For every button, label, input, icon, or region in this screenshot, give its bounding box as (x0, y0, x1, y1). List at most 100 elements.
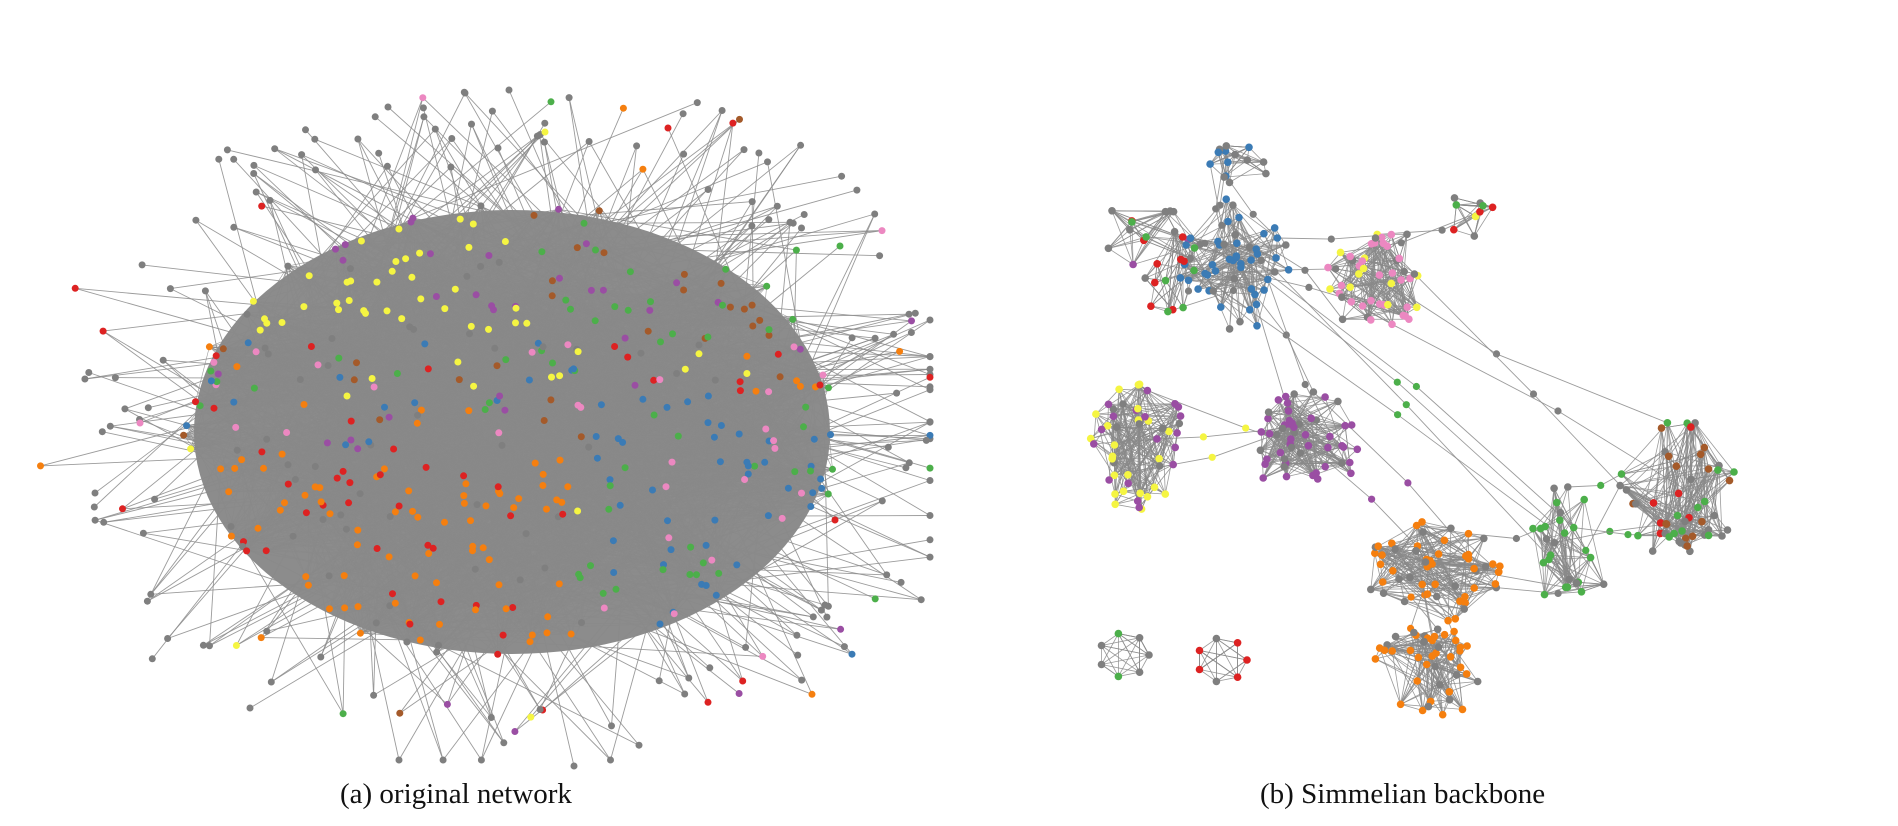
network-node (1359, 264, 1368, 273)
network-node (1388, 269, 1397, 277)
network-node (1332, 265, 1340, 273)
network-node (1224, 158, 1232, 166)
network-node (1565, 575, 1573, 584)
network-node (1124, 479, 1132, 488)
network-node (1259, 158, 1268, 166)
network-node (1431, 580, 1439, 589)
network-node (778, 514, 786, 522)
network-node (353, 359, 360, 367)
network-node (761, 458, 769, 466)
network-node (609, 537, 617, 545)
network-node (408, 273, 416, 281)
network-node (1113, 423, 1121, 431)
network-node (656, 376, 664, 384)
network-node (454, 358, 462, 366)
network-node (876, 252, 884, 260)
network-node (1450, 225, 1458, 234)
network-node (436, 620, 443, 628)
network-node (1346, 283, 1354, 292)
network-node (465, 243, 473, 251)
network-node (1225, 178, 1234, 187)
network-node (1326, 285, 1334, 293)
network-node (252, 188, 260, 196)
network-node (878, 497, 886, 505)
network-node (467, 322, 475, 330)
network-node (595, 207, 603, 215)
network-node (419, 104, 427, 112)
network-node (342, 441, 350, 449)
network-node (624, 306, 632, 314)
network-node (570, 365, 578, 373)
network-node (278, 450, 286, 458)
network-node (1282, 472, 1291, 481)
network-node (1556, 516, 1564, 524)
network-node (905, 459, 913, 467)
network-node (283, 429, 291, 436)
network-node (1265, 429, 1274, 438)
network-node (621, 334, 629, 342)
network-node (1338, 293, 1346, 302)
network-node (250, 384, 258, 392)
network-node (232, 423, 240, 431)
network-node (1109, 405, 1118, 414)
network-node (824, 490, 832, 498)
network-node (1321, 393, 1329, 401)
network-node (90, 503, 98, 511)
network-node (485, 252, 493, 259)
network-node (477, 262, 485, 270)
network-node (1260, 286, 1268, 294)
network-node (644, 327, 652, 335)
network-node (1662, 520, 1671, 528)
network-node (339, 467, 347, 475)
network-node (136, 419, 144, 427)
network-node (541, 119, 549, 127)
network-node (392, 258, 400, 265)
network-node (1109, 412, 1118, 421)
network-node (540, 138, 548, 146)
network-node (1730, 468, 1738, 476)
network-node (755, 149, 763, 157)
network-node (1290, 390, 1298, 398)
network-node (1236, 317, 1244, 326)
network-node (206, 642, 213, 650)
network-node (441, 305, 449, 313)
network-node (448, 135, 456, 142)
network-node (1114, 672, 1123, 681)
network-node (926, 365, 934, 373)
network-node (346, 265, 354, 273)
network-node (1153, 260, 1161, 268)
network-node (1375, 271, 1384, 279)
network-node (848, 650, 856, 658)
network-node (670, 610, 678, 618)
network-node (244, 339, 252, 347)
network-node (1428, 652, 1436, 660)
network-node (414, 411, 422, 419)
network-node (792, 246, 800, 254)
network-node (823, 613, 831, 621)
network-node (543, 629, 551, 637)
network-node (1412, 547, 1420, 555)
network-node (1301, 380, 1309, 389)
network-node (1128, 218, 1136, 226)
network-node (1404, 479, 1412, 487)
network-node (536, 706, 544, 713)
network-node (764, 158, 771, 166)
network-node (166, 285, 174, 293)
network-node (926, 353, 934, 361)
network-node (1251, 290, 1259, 299)
network-node (316, 484, 324, 492)
network-node (326, 605, 333, 613)
network-node (1599, 580, 1608, 588)
network-node (391, 508, 399, 516)
network-node (1663, 419, 1672, 427)
network-node (1126, 226, 1134, 234)
network-node (263, 627, 271, 635)
network-node (471, 565, 479, 573)
network-node (719, 301, 726, 309)
network-node (1725, 476, 1734, 485)
network-node (1129, 260, 1137, 269)
network-node (406, 620, 414, 628)
network-node (1452, 201, 1461, 209)
network-node (1290, 428, 1298, 437)
network-node (715, 569, 723, 577)
